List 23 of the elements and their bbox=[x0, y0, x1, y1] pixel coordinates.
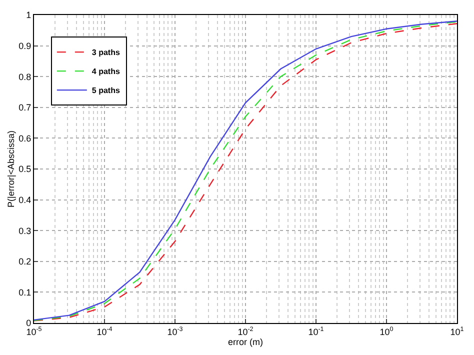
x-tick-label: 10$^{0}$ bbox=[380, 326, 394, 337]
legend-label: 4 paths bbox=[92, 67, 120, 76]
y-tick-label: 0.9 bbox=[18, 40, 32, 51]
y-tick-label: 0.7 bbox=[18, 102, 32, 113]
x-tick-label: 10$^{1}$ bbox=[450, 326, 464, 337]
x-tick-label: 10$^{-5}$ bbox=[26, 326, 42, 337]
y-tick-label: 0 bbox=[26, 318, 32, 328]
legend-label: 3 paths bbox=[92, 48, 120, 58]
y-tick-label: 0.1 bbox=[18, 287, 32, 298]
y-tick-label: 0.3 bbox=[18, 226, 32, 236]
y-tick-label: 0.8 bbox=[18, 72, 32, 82]
x-axis-title: error (m) bbox=[228, 336, 263, 347]
y-tick-label: 0.6 bbox=[18, 133, 32, 144]
x-tick-label: 10$^{-1}$ bbox=[308, 326, 324, 337]
y-tick-label: 0.2 bbox=[18, 256, 32, 267]
x-tick-label: 10$^{-4}$ bbox=[96, 326, 113, 337]
y-tick-label: 0.5 bbox=[18, 164, 32, 174]
y-tick-label: 0.4 bbox=[18, 194, 32, 205]
x-tick-label: 10$^{-3}$ bbox=[167, 326, 184, 337]
x-tick-label: 10$^{-2}$ bbox=[238, 326, 254, 337]
legend-label: 5 paths bbox=[92, 86, 120, 96]
y-tick-label: 1 bbox=[26, 10, 32, 20]
y-axis-title: P(|error|<Abscissa) bbox=[6, 130, 16, 208]
